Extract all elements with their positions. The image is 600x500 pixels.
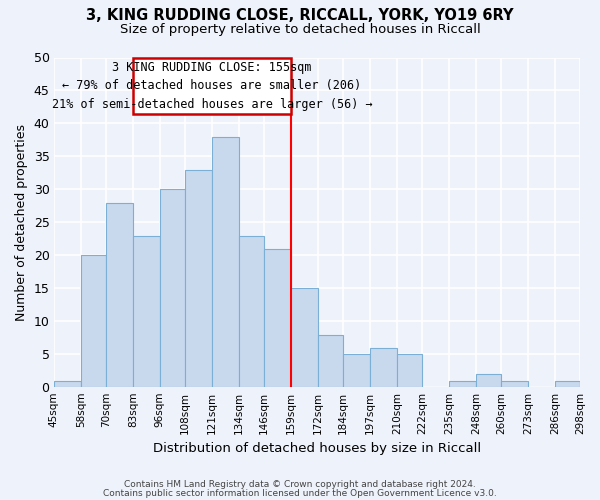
Bar [160,190,185,388]
Text: 3 KING RUDDING CLOSE: 155sqm: 3 KING RUDDING CLOSE: 155sqm [112,61,311,74]
Bar [580,381,600,388]
Bar [133,236,160,388]
Bar [318,334,343,388]
Y-axis label: Number of detached properties: Number of detached properties [15,124,28,321]
Text: 3, KING RUDDING CLOSE, RICCALL, YORK, YO19 6RY: 3, KING RUDDING CLOSE, RICCALL, YORK, YO… [86,8,514,22]
Text: Size of property relative to detached houses in Riccall: Size of property relative to detached ho… [119,22,481,36]
Text: Contains HM Land Registry data © Crown copyright and database right 2024.: Contains HM Land Registry data © Crown c… [124,480,476,489]
Bar [397,354,422,388]
Bar [212,136,239,388]
Bar [449,381,476,388]
Text: ← 79% of detached houses are smaller (206): ← 79% of detached houses are smaller (20… [62,80,361,92]
Bar [81,256,106,388]
Bar [54,381,81,388]
Bar [291,288,318,388]
Bar [239,236,264,388]
Bar [264,249,291,388]
Bar [370,348,397,388]
Bar [343,354,370,388]
Bar [106,202,133,388]
Bar [555,381,580,388]
Text: Contains public sector information licensed under the Open Government Licence v3: Contains public sector information licen… [103,488,497,498]
Text: 21% of semi-detached houses are larger (56) →: 21% of semi-detached houses are larger (… [52,98,372,111]
Bar [476,374,501,388]
FancyBboxPatch shape [133,58,291,114]
Bar [501,381,528,388]
Bar [185,170,212,388]
X-axis label: Distribution of detached houses by size in Riccall: Distribution of detached houses by size … [153,442,481,455]
